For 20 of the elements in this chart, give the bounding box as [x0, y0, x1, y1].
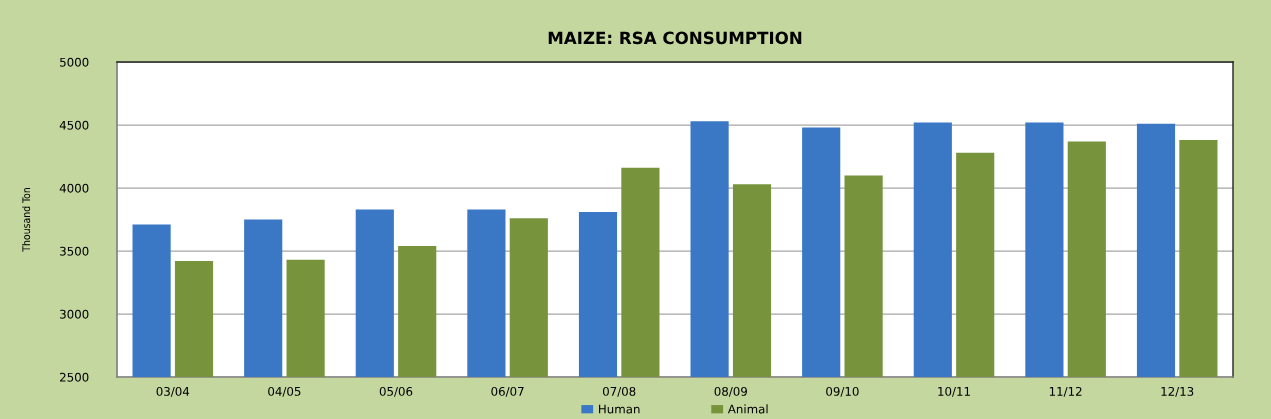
y-tick-label: 3000 [60, 309, 89, 319]
legend-label: Human [599, 404, 640, 414]
x-tick-label: 10/11 [938, 386, 970, 397]
chart-title: MAIZE: RSA CONSUMPTION [548, 31, 802, 45]
y-tick-label: 5000 [60, 57, 89, 67]
x-tick-label: 05/06 [379, 386, 413, 397]
x-tick-label: 08/09 [714, 386, 747, 397]
legend-label: Animal [727, 404, 768, 414]
y-tick-label: 4000 [59, 183, 89, 193]
x-tick-label: 07/08 [602, 386, 636, 397]
x-tick-label: 04/05 [268, 386, 301, 397]
x-tick-label: 12/13 [1161, 386, 1194, 397]
y-tick-label: 3500 [60, 246, 89, 256]
y-axis-title: Thousand Ton [22, 188, 31, 252]
y-tick-label: 4500 [59, 120, 89, 130]
x-tick-label: 11/12 [1049, 386, 1082, 397]
x-tick-label: 09/10 [826, 386, 859, 397]
y-tick-label: 2500 [60, 372, 89, 382]
x-tick-label: 06/07 [491, 386, 524, 397]
x-tick-label: 03/04 [156, 386, 190, 397]
